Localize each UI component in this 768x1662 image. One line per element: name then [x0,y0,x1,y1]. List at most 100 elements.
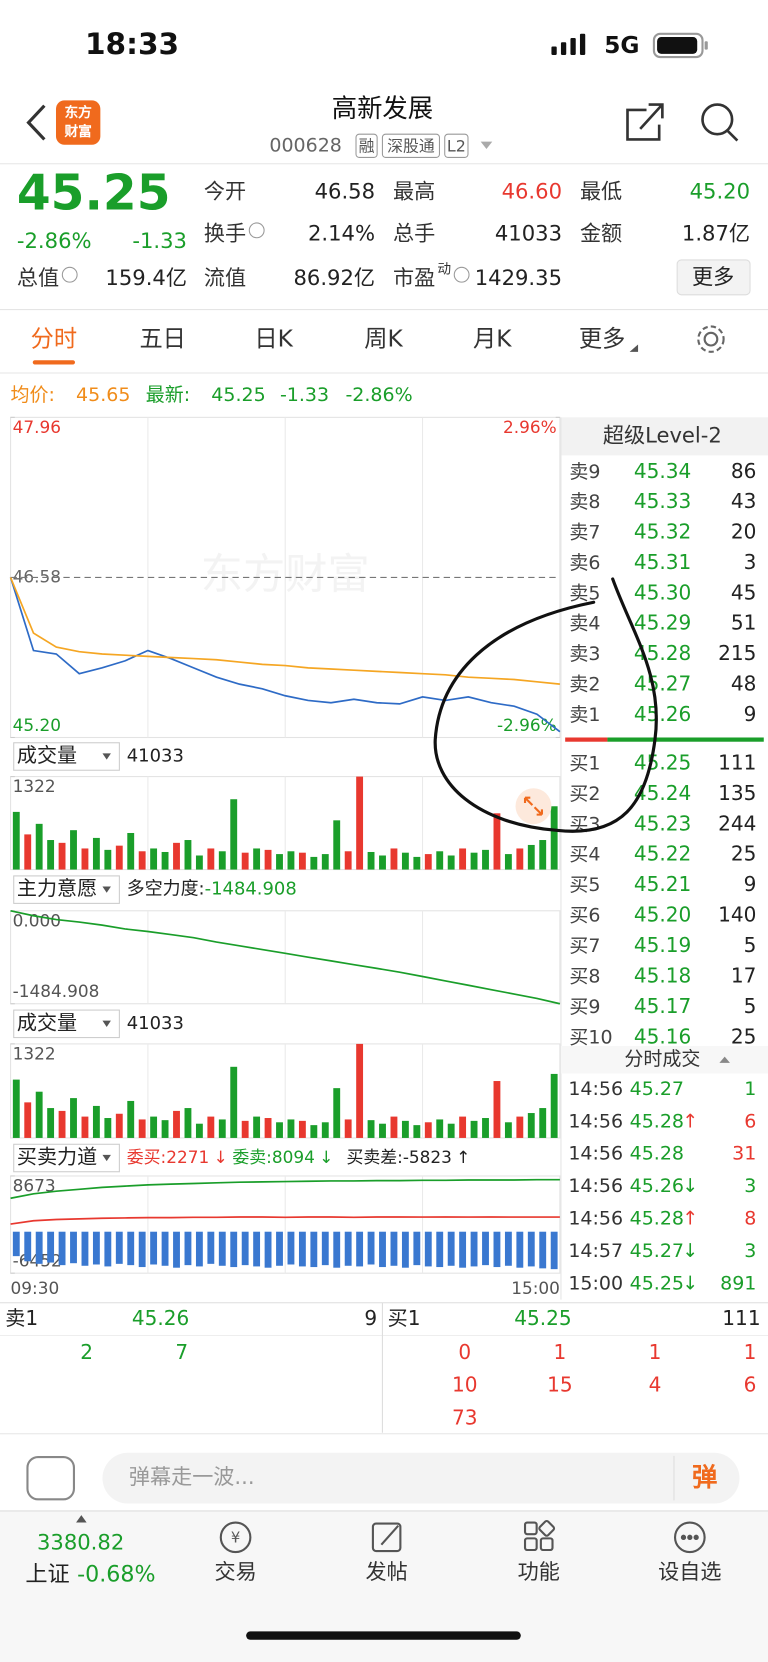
bar [390,1116,398,1138]
tab[interactable]: 更多 [579,326,625,353]
bar [447,1123,455,1138]
summary-volume: 111 [722,1306,760,1330]
nav-item[interactable]: 设自选 [658,1559,721,1584]
dropdown-arrow[interactable] [480,141,493,149]
level2-header [560,417,768,456]
annotation-text: 委卖:8094 [232,1147,314,1167]
bar [58,842,66,870]
trades-title: 分时成交 [624,1048,700,1070]
indicator-select[interactable] [13,1143,120,1173]
search-button[interactable] [701,103,739,142]
indicator-title[interactable]: 成交量 [17,743,77,767]
indicator-select[interactable] [13,1009,120,1039]
bar [287,851,295,870]
signal-icon [551,33,586,55]
book-price: 45.25 [634,750,691,774]
tag-box [381,133,440,158]
tab[interactable]: 日K [254,326,293,353]
trade-volume: 31 [732,1143,756,1165]
stat-value: 2.14% [308,221,375,246]
more-button[interactable] [676,259,751,296]
bar [195,1231,203,1267]
collapse-arrow[interactable] [719,1056,730,1063]
logo [55,100,101,145]
tag: L2 [447,136,466,155]
settings-button[interactable] [697,325,725,353]
tab[interactable]: 五日 [139,326,185,353]
bar [70,1231,77,1264]
trade-time: 14:56 [568,1143,623,1165]
nav-item[interactable]: 功能 [518,1559,560,1584]
bar [115,1231,123,1264]
series-line [9,577,560,685]
book-label: 卖5 [569,582,600,604]
logo-text: 财富 [63,123,91,140]
tab[interactable]: 月K [473,326,512,353]
book-volume: 244 [718,811,756,835]
comment-icon[interactable] [26,1455,76,1501]
bar [276,854,283,870]
info-icon[interactable] [61,266,78,283]
bar [401,1120,409,1138]
bar [333,1231,341,1268]
indicator-title[interactable]: 买卖力道 [17,1145,97,1169]
indicator-value: -1484.908 [205,879,297,900]
info-icon[interactable] [453,266,470,283]
indicator-select[interactable] [13,742,120,771]
bar [115,1113,123,1138]
nav-item[interactable]: 发帖 [366,1559,408,1584]
summary-left-value: 7 [175,1340,188,1364]
indicator-title[interactable]: 成交量 [17,1010,77,1034]
share-button[interactable] [626,103,664,141]
summary-right-value: 1 [649,1340,662,1364]
annotation: 委买:2271 ↓ [127,1147,228,1167]
bar [12,1231,20,1257]
bar [298,1231,306,1267]
stat-value: 1.87亿 [682,221,750,246]
book-price: 45.22 [634,842,691,866]
bar [81,1231,89,1266]
bar [35,823,43,870]
info-icon[interactable] [248,222,265,239]
book-label: 买6 [569,905,600,927]
summary-right-value: 10 [452,1373,478,1397]
comment-placeholder[interactable]: 弹幕走一波... [129,1464,255,1489]
book-price: 45.18 [634,963,691,987]
nav-item[interactable]: 交易 [214,1559,256,1584]
trade-volume: 8 [744,1208,756,1230]
bar [482,849,489,870]
bar [539,1108,547,1138]
index-line[interactable]: 上证 -0.68% [25,1561,155,1587]
bar [321,1231,329,1266]
expand-button[interactable] [515,788,552,825]
index-name[interactable]: 上证 [25,1561,69,1587]
danmaku-button[interactable]: 弹 [692,1462,717,1492]
bar [104,849,112,870]
comment-input[interactable] [102,1452,740,1504]
book-price: 45.23 [634,811,691,835]
book-volume: 5 [744,994,757,1018]
trade-volume: 6 [744,1110,756,1132]
y-tick-label: 1322 [13,1043,56,1063]
annotation: 委卖:8094 ↓ [232,1147,333,1167]
bar [321,854,329,870]
trade-arrow: ↓ [682,1240,698,1262]
book-price: 45.30 [634,580,691,604]
stat-label: 最高 [393,178,435,203]
bar [367,851,375,870]
bar [482,1231,489,1266]
index-value[interactable]: 3380.82 [37,1530,124,1555]
index-change[interactable]: -0.68% [77,1561,155,1587]
bar [207,848,215,870]
bar [24,1231,32,1262]
back-button[interactable] [26,104,46,141]
book-volume: 51 [731,611,757,635]
home-indicator [246,1631,521,1640]
tab[interactable]: 分时 [31,326,77,353]
tab[interactable]: 周K [364,326,403,353]
stat-value: 86.92亿 [293,265,375,290]
indicator-select[interactable] [13,875,120,904]
indicator-title[interactable]: 主力意愿 [17,876,97,900]
nav-icons: ¥ [219,1519,706,1554]
more-button-text[interactable]: 更多 [692,264,734,289]
